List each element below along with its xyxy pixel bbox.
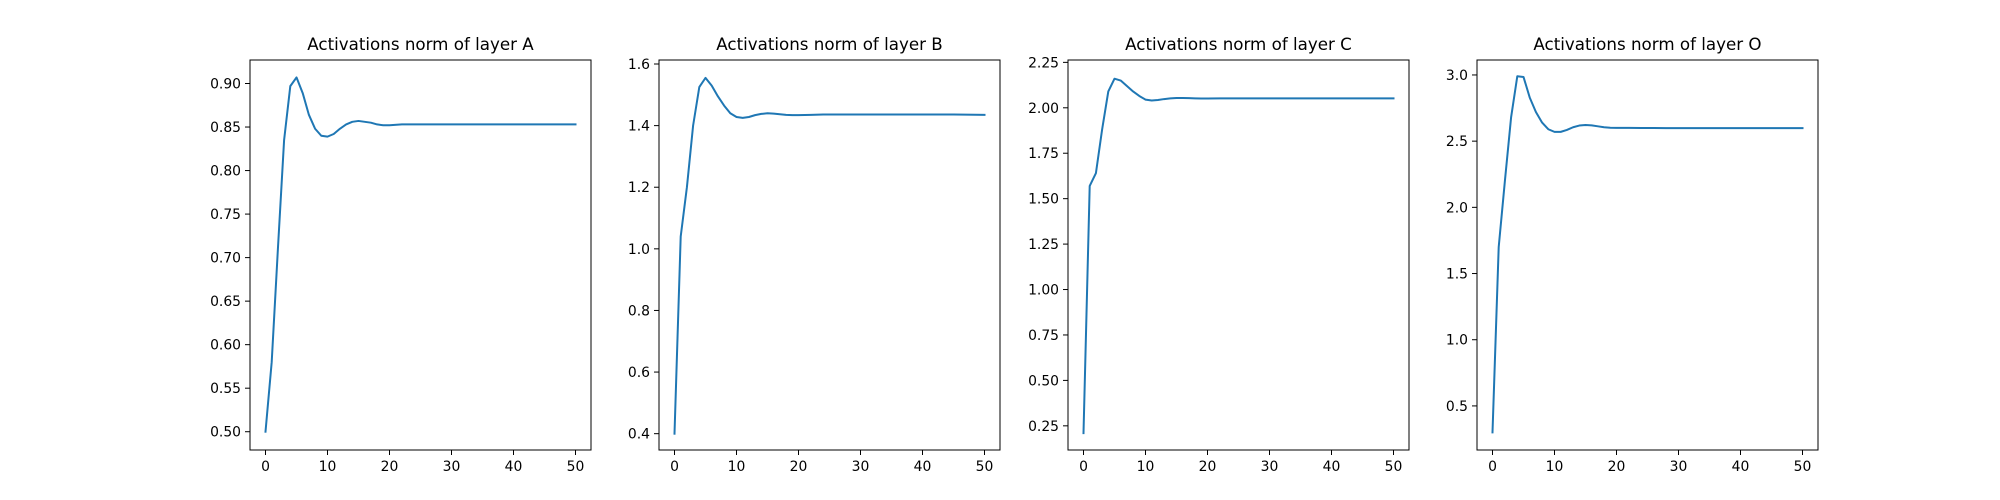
- y-tick-label: 1.6: [628, 57, 650, 73]
- x-tick-label: 40: [505, 459, 523, 475]
- y-tick-label: 2.25: [1028, 55, 1059, 71]
- y-tick-label: 0.25: [1028, 419, 1059, 435]
- x-tick-label: 0: [670, 459, 679, 475]
- y-tick-label: 0.5: [1446, 399, 1468, 415]
- x-tick-label: 50: [1794, 459, 1812, 475]
- y-tick-label: 0.65: [210, 294, 241, 310]
- series-line: [1491, 75, 1804, 434]
- y-tick-label: 1.4: [628, 119, 650, 135]
- chart-title: Activations norm of layer O: [1533, 34, 1761, 54]
- x-tick-label: 10: [728, 459, 746, 475]
- x-tick-label: 0: [1488, 459, 1497, 475]
- y-tick-label: 0.90: [210, 77, 241, 93]
- y-tick-label: 1.5: [1446, 267, 1468, 283]
- x-tick-label: 50: [976, 459, 994, 475]
- x-tick-label: 50: [1385, 459, 1403, 475]
- y-tick-label: 1.50: [1028, 192, 1059, 208]
- y-tick-label: 0.80: [210, 164, 241, 180]
- y-tick-label: 1.00: [1028, 283, 1059, 299]
- x-tick-label: 10: [1137, 459, 1155, 475]
- subplot-layer-o: Activations norm of layer O 0 10 20 30 40 50 0…: [1446, 34, 1819, 475]
- subplot-layer-b: Activations norm of layer B 0 10 20 30 40 50 0…: [628, 34, 1001, 475]
- y-tick-label: 0.60: [210, 338, 241, 354]
- series-line: [1082, 77, 1395, 435]
- x-tick-label: 30: [1261, 459, 1279, 475]
- x-tick-label: 40: [914, 459, 932, 475]
- y-tick-label: 0.75: [1028, 328, 1059, 344]
- y-tick-label: 0.70: [210, 251, 241, 267]
- x-tick-label: 10: [319, 459, 337, 475]
- y-tick-label: 2.5: [1446, 134, 1468, 150]
- x-tick-label: 30: [443, 459, 461, 475]
- y-tick-label: 0.55: [210, 381, 241, 397]
- x-tick-label: 10: [1546, 459, 1564, 475]
- y-tick-label: 0.8: [628, 303, 650, 319]
- x-tick-label: 40: [1732, 459, 1750, 475]
- y-tick-label: 1.2: [628, 180, 650, 196]
- y-tick-label: 2.0: [1446, 200, 1468, 216]
- x-tick-label: 20: [1608, 459, 1626, 475]
- axes-frame: [249, 59, 592, 451]
- x-tick-label: 30: [1670, 459, 1688, 475]
- y-tick-label: 0.75: [210, 207, 241, 223]
- chart-title: Activations norm of layer A: [307, 34, 534, 54]
- y-tick-label: 0.6: [628, 365, 650, 381]
- series-line: [264, 76, 577, 433]
- y-tick-label: 1.25: [1028, 237, 1059, 253]
- chart-title: Activations norm of layer C: [1125, 34, 1352, 54]
- axes-frame: [658, 59, 1001, 451]
- chart-title: Activations norm of layer B: [716, 34, 942, 54]
- series-line: [673, 76, 986, 435]
- x-tick-label: 30: [852, 459, 870, 475]
- x-tick-label: 20: [1199, 459, 1217, 475]
- y-tick-label: 0.50: [210, 425, 241, 441]
- y-tick-label: 2.00: [1028, 101, 1059, 117]
- y-tick-label: 0.4: [628, 427, 650, 443]
- x-tick-label: 20: [790, 459, 808, 475]
- axes-frame: [1067, 59, 1410, 451]
- x-tick-label: 0: [261, 459, 270, 475]
- y-tick-label: 3.0: [1446, 68, 1468, 84]
- y-tick-label: 1.0: [628, 242, 650, 258]
- y-tick-label: 0.85: [210, 120, 241, 136]
- x-tick-label: 50: [567, 459, 585, 475]
- subplot-layer-a: Activations norm of layer A 0 10 20 30 40 50 0…: [210, 34, 592, 475]
- axes-frame: [1476, 59, 1819, 451]
- x-tick-label: 0: [1079, 459, 1088, 475]
- y-tick-label: 1.75: [1028, 146, 1059, 162]
- x-tick-label: 40: [1323, 459, 1341, 475]
- subplot-layer-c: Activations norm of layer C 0 10 20 30 40 50 0…: [1028, 34, 1410, 475]
- y-tick-label: 1.0: [1446, 333, 1468, 349]
- y-tick-label: 0.50: [1028, 373, 1059, 389]
- x-tick-label: 20: [381, 459, 399, 475]
